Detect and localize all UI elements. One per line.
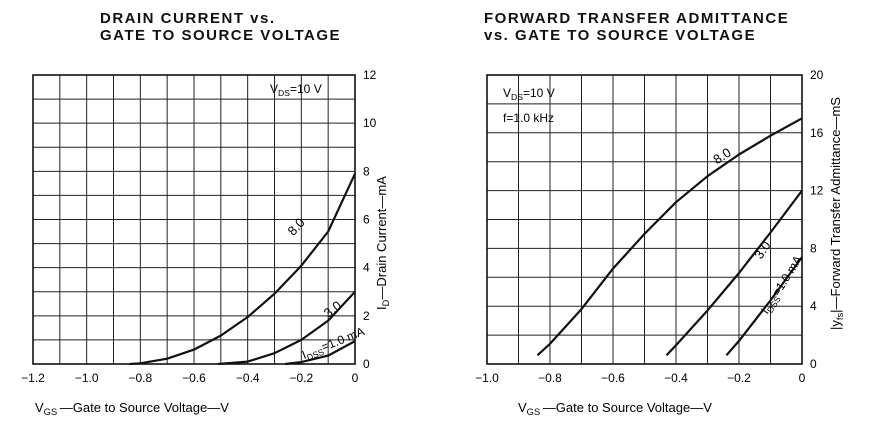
condition-label: VDS=10 V	[503, 86, 555, 102]
chart1: −1.2 −1.0 −0.8 −0.6 −0.4 −0.2 00 2 4 6 8 10 12 8.0 3.0…	[21, 68, 391, 417]
series-curve-1	[536, 117, 803, 357]
condition-label-main: V	[503, 86, 511, 100]
x-tick-label: 0	[799, 371, 806, 385]
series-label-2: 3.0	[321, 298, 344, 321]
x-tick-label: −0.2	[289, 371, 313, 385]
x-axis-label-rest: —Gate to Source Voltage—V	[540, 400, 712, 415]
x-tick-label: −0.2	[727, 371, 751, 385]
chart1-title-line2: GATE TO SOURCE VOLTAGE	[100, 27, 342, 44]
x-tick-label: 0	[352, 371, 359, 385]
series-label-3-rest: =1.0 mA	[319, 324, 366, 354]
y-axis-label: |yfs|—Forward Transfer Admittance—mS	[828, 97, 845, 330]
series-curve-3	[725, 256, 803, 357]
chart2-grid	[487, 75, 802, 364]
x-tick-label: −0.4	[664, 371, 688, 385]
y-tick-label: 4	[363, 261, 370, 275]
y-tick-label: 20	[810, 68, 824, 82]
y-axis-label-main: |y	[828, 320, 843, 330]
y-tick-label: 16	[810, 126, 824, 140]
x-axis-label: VGS —Gate to Source Voltage—V	[518, 400, 712, 417]
condition-label-rest: =10 V	[290, 82, 322, 96]
x-axis-label-sub: GS	[527, 407, 541, 417]
condition-label-main: V	[270, 82, 278, 96]
chart2-title-line1: FORWARD TRANSFER ADMITTANCE	[484, 10, 790, 27]
x-axis-label-sub: GS	[44, 407, 58, 417]
chart1-title: DRAIN CURRENT vs. GATE TO SOURCE VOLTAGE	[100, 10, 341, 44]
chart2-title: FORWARD TRANSFER ADMITTANCE vs. GATE TO …	[484, 10, 789, 44]
y-tick-label: 8	[810, 241, 817, 255]
series-curve-3	[285, 340, 356, 366]
y-tick-label: 8	[363, 164, 370, 178]
x-tick-label: −1.0	[75, 371, 99, 385]
series-label-3-main: I	[758, 306, 772, 316]
x-tick-label: −0.6	[601, 371, 625, 385]
y-tick-label: 12	[810, 184, 824, 198]
series-label-3-main: I	[300, 348, 308, 362]
condition-label-2: f=1.0 kHz	[503, 111, 554, 125]
y-axis-label-main: I	[374, 306, 389, 310]
x-tick-label: −0.8	[128, 371, 152, 385]
x-axis-label-main: V	[518, 400, 527, 415]
y-tick-label: 0	[810, 357, 817, 371]
y-tick-label: 0	[363, 357, 370, 371]
x-axis-label-main: V	[35, 400, 44, 415]
condition-label-rest: =10 V	[523, 86, 555, 100]
condition-label-sub: DS	[278, 88, 290, 98]
chart1-grid	[33, 75, 355, 364]
y-tick-label: 10	[363, 116, 377, 130]
series-curve-2	[218, 291, 356, 366]
x-tick-label: −1.2	[21, 371, 45, 385]
x-tick-label: −1.0	[475, 371, 499, 385]
series-label-1: 8.0	[710, 145, 733, 167]
y-tick-label: 6	[363, 213, 370, 227]
chart2-title-line2: vs. GATE TO SOURCE VOLTAGE	[484, 27, 757, 44]
y-tick-label: 4	[810, 299, 817, 313]
series-label-1: 8.0	[285, 215, 308, 238]
y-tick-label: 2	[363, 309, 370, 323]
chart1-title-line1: DRAIN CURRENT vs.	[100, 10, 276, 27]
y-axis-label-rest: |—Forward Transfer Admittance—mS	[828, 97, 843, 313]
condition-label-sub: DS	[511, 92, 523, 102]
chart2: −1.0 −0.8 −0.6 −0.4 −0.2 00481216208.03.0IDSS…	[475, 68, 845, 417]
y-axis-label-rest: —Drain Current—mA	[374, 176, 389, 300]
series-label-3-rest: =1.0 mA	[769, 253, 805, 299]
x-axis-label: VGS —Gate to Source Voltage—V	[35, 400, 229, 417]
chart2-frame	[486, 74, 803, 365]
x-tick-label: −0.6	[182, 371, 206, 385]
series-label-3: IDSS=1.0 mA	[758, 253, 807, 318]
x-tick-label: −0.8	[538, 371, 562, 385]
y-tick-label: 12	[363, 68, 377, 82]
series-curve-2	[665, 189, 803, 357]
chart1-frame	[32, 74, 356, 365]
x-axis-label-rest: —Gate to Source Voltage—V	[57, 400, 229, 415]
y-axis-label-sub: D	[381, 299, 391, 306]
series-curve-1	[129, 173, 356, 366]
x-tick-label: −0.4	[236, 371, 260, 385]
y-axis-label-sub: fs	[835, 313, 845, 321]
y-axis-label: ID—Drain Current—mA	[374, 176, 391, 310]
series-label-3: IDSS=1.0 mA	[300, 324, 367, 364]
condition-label: VDS=10 V	[270, 82, 322, 98]
